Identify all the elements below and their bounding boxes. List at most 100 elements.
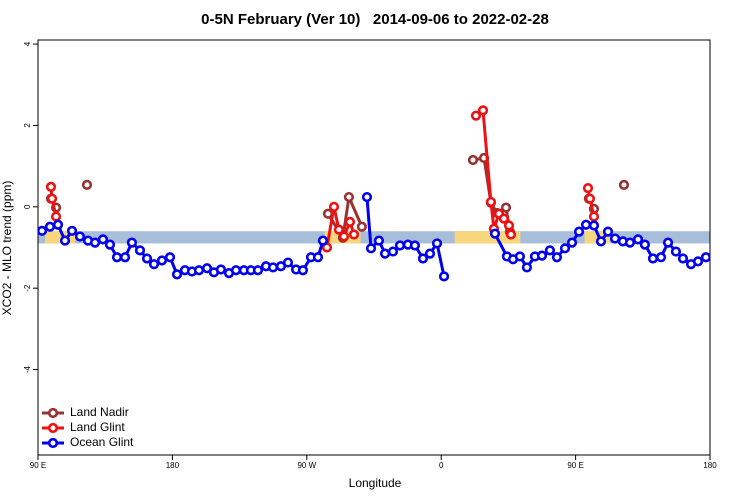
point <box>126 237 138 248</box>
point <box>44 221 56 232</box>
point <box>394 240 406 251</box>
point <box>580 219 592 230</box>
point <box>45 181 57 192</box>
point <box>343 191 355 203</box>
legend-marker <box>47 422 59 434</box>
point <box>566 237 578 248</box>
legend-marker <box>47 437 59 449</box>
series-line <box>326 191 364 243</box>
point <box>498 213 510 224</box>
point <box>602 226 614 237</box>
point <box>111 252 123 263</box>
point <box>417 253 429 264</box>
point <box>647 253 659 264</box>
point <box>104 239 116 250</box>
plot-area <box>38 105 710 282</box>
point <box>670 246 682 257</box>
legend-marker <box>47 407 59 419</box>
point <box>438 271 450 282</box>
point <box>74 231 86 242</box>
x-tick-label: 180 <box>703 461 717 470</box>
point <box>544 245 556 256</box>
land-segment <box>454 231 521 244</box>
x-axis-label: Longitude <box>349 476 402 490</box>
point <box>514 251 525 262</box>
legend-label: Land Nadir <box>70 405 129 419</box>
point <box>348 229 360 240</box>
point <box>119 252 131 263</box>
point <box>609 233 621 244</box>
point <box>624 237 636 248</box>
legend-label: Ocean Glint <box>70 435 134 449</box>
chart-title: 0-5N February (Ver 10) 2014-09-06 to 202… <box>201 11 549 28</box>
point <box>81 179 93 190</box>
point <box>317 235 329 246</box>
point <box>97 234 109 245</box>
point <box>297 265 309 276</box>
point <box>521 262 533 273</box>
point <box>89 237 101 248</box>
point <box>322 208 334 219</box>
y-tick-label: 2 <box>23 123 32 128</box>
point <box>356 221 368 232</box>
point <box>536 250 548 261</box>
point <box>485 196 497 208</box>
x-tick-label: 90 E <box>567 461 583 470</box>
y-tick-label: 0 <box>23 204 32 209</box>
point <box>215 264 227 275</box>
point <box>431 238 443 249</box>
point <box>692 256 704 267</box>
point <box>588 220 600 231</box>
x-tick-label: 90 E <box>30 461 46 470</box>
point <box>156 255 168 266</box>
point <box>148 259 160 270</box>
point <box>559 243 571 254</box>
point <box>677 253 689 264</box>
point <box>338 231 350 242</box>
point <box>582 182 594 194</box>
y-axis-label: XCO2 - MLO trend (ppm) <box>0 181 14 316</box>
point <box>46 193 58 204</box>
point <box>503 220 515 231</box>
point <box>470 110 482 121</box>
point <box>409 240 421 251</box>
point <box>282 257 294 268</box>
point <box>477 105 489 116</box>
point <box>639 239 650 250</box>
x-tick-label: 90 W <box>297 461 316 470</box>
point <box>387 246 399 257</box>
point <box>344 216 356 227</box>
point <box>230 265 242 276</box>
point <box>467 154 479 166</box>
y-tick-label: 4 <box>23 41 32 46</box>
plot-frame <box>37 39 711 456</box>
x-tick-label: 180 <box>166 461 180 470</box>
point <box>551 252 563 263</box>
point <box>66 225 78 236</box>
point <box>655 252 667 263</box>
point <box>193 265 205 276</box>
point <box>595 236 607 247</box>
point <box>59 235 71 246</box>
point <box>365 243 377 254</box>
point <box>361 191 373 203</box>
point <box>662 237 674 248</box>
point <box>333 224 345 235</box>
point <box>618 179 630 190</box>
point <box>38 225 48 236</box>
point <box>252 265 264 276</box>
point <box>489 228 501 239</box>
point <box>52 219 64 230</box>
point <box>500 202 512 213</box>
band <box>38 231 710 244</box>
point <box>267 262 279 273</box>
point <box>164 252 176 263</box>
legend-label: Land Glint <box>70 420 125 434</box>
x-tick-label: 0 <box>439 461 444 470</box>
point <box>700 252 710 263</box>
point <box>424 248 436 259</box>
point <box>373 235 385 246</box>
point <box>50 211 62 222</box>
